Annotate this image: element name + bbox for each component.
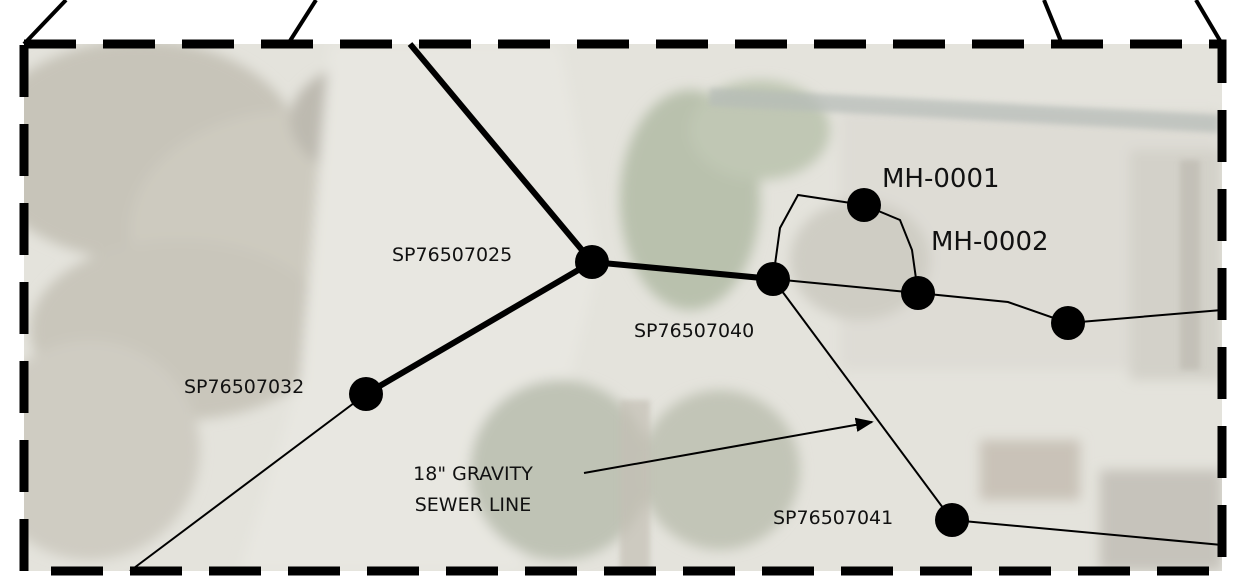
heavy-line-east bbox=[591, 259, 774, 282]
gravity-line-southeast bbox=[951, 519, 1223, 546]
heavy-line-west bbox=[364, 259, 594, 397]
callout-line-2: SEWER LINE bbox=[415, 494, 532, 516]
leader-line-center bbox=[286, 0, 318, 46]
loop-line-mh0001 bbox=[772, 193, 865, 280]
aerial-imagery bbox=[24, 44, 1222, 571]
node-mh0001[interactable] bbox=[847, 188, 881, 222]
node-sp76507032[interactable] bbox=[349, 377, 383, 411]
gravity-line-east bbox=[772, 278, 1223, 325]
callout-arrow bbox=[583, 417, 874, 474]
leader-line-left bbox=[22, 0, 68, 46]
leader-line-center-right bbox=[1042, 0, 1064, 45]
label-mh0001: MH-0001 bbox=[882, 164, 1000, 194]
sewer-lines bbox=[129, 42, 1223, 572]
callout-line-1: 18" GRAVITY bbox=[413, 463, 533, 485]
detail-frame-border bbox=[19, 39, 1227, 576]
label-mh0002: MH-0002 bbox=[931, 227, 1049, 257]
heavy-line-north bbox=[407, 42, 595, 264]
node-sp76507041[interactable] bbox=[935, 503, 969, 537]
label-sp76507025: SP76507025 bbox=[392, 244, 512, 266]
label-sp76507032: SP76507032 bbox=[184, 376, 304, 398]
detail-frame bbox=[19, 0, 1227, 576]
node-sp76507025[interactable] bbox=[575, 245, 609, 279]
leader-line-right bbox=[1194, 0, 1224, 46]
gravity-line-southwest bbox=[129, 393, 367, 572]
sewer-nodes bbox=[349, 188, 1085, 537]
node-mh0002[interactable] bbox=[901, 276, 935, 310]
label-sp76507041: SP76507041 bbox=[773, 507, 893, 529]
node-east[interactable] bbox=[1051, 306, 1085, 340]
loop-line-mh0002 bbox=[863, 204, 919, 294]
label-sp76507040: SP76507040 bbox=[634, 320, 754, 342]
gravity-line-south bbox=[772, 278, 953, 521]
node-sp76507040[interactable] bbox=[756, 262, 790, 296]
